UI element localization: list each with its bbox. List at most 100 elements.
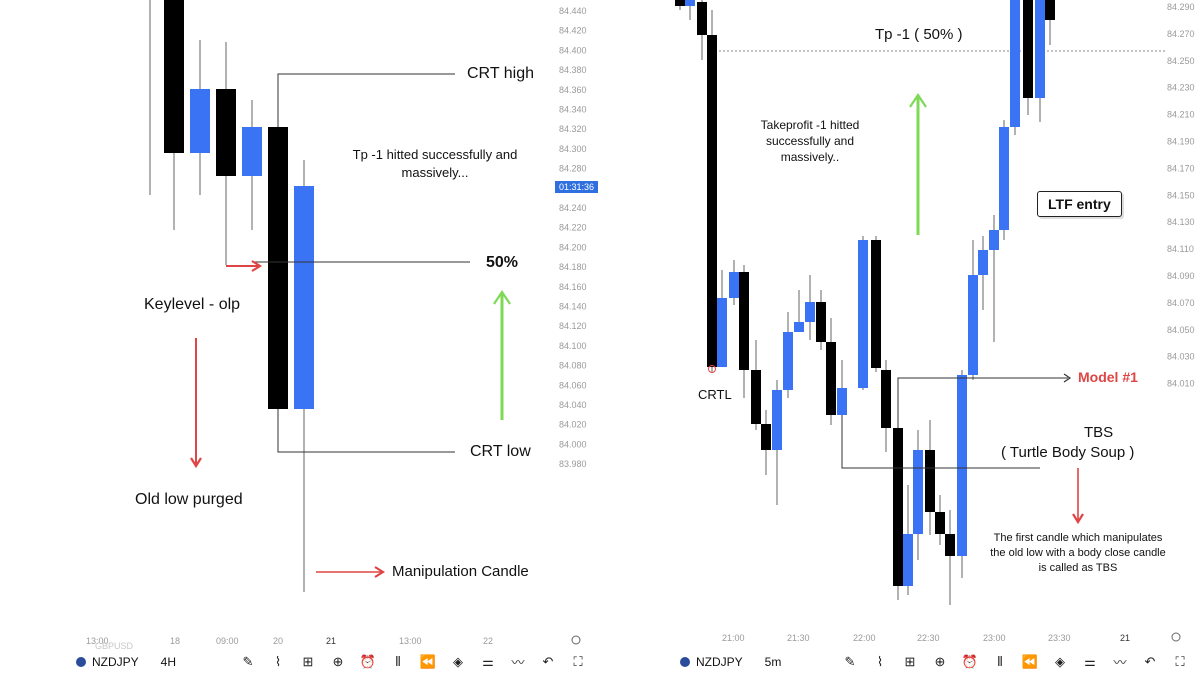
settings-icon xyxy=(1171,632,1181,642)
time-axis-label: 21:00 xyxy=(722,633,745,643)
candle-body xyxy=(164,0,184,153)
indicator-icon[interactable]: ⌇ xyxy=(274,653,282,669)
price-axis-label: 84.440 xyxy=(559,6,587,16)
price-axis-label: 84.290 xyxy=(1167,2,1195,12)
price-axis-label: 84.240 xyxy=(559,203,587,213)
candle-body xyxy=(242,127,262,176)
candle-body xyxy=(729,272,739,298)
time-axis-label: 22:30 xyxy=(917,633,940,643)
price-axis-label: 84.380 xyxy=(559,65,587,75)
arrow-right-icon xyxy=(374,566,386,578)
price-axis-label: 84.110 xyxy=(1167,244,1194,254)
arrow-right-icon xyxy=(1063,373,1072,383)
candle-body xyxy=(935,512,945,534)
price-axis-label: 84.020 xyxy=(559,420,587,430)
candle-body xyxy=(761,424,771,450)
layers-icon[interactable]: ◈ xyxy=(453,653,463,669)
right-bottom-toolbar: NZDJPY 5m ✎ ⌇ ⊞ ⊕ ⏰ ⦀ ⏪ ◈ ⚌ 〰 ↶ ⛶ xyxy=(670,648,1200,675)
trend-icon[interactable]: 〰 xyxy=(511,655,525,670)
arrow-up-icon xyxy=(493,290,511,305)
grid-icon[interactable]: ⊞ xyxy=(302,653,314,669)
candle-body xyxy=(268,127,288,409)
tbs-note: The first candle which manipulates the o… xyxy=(990,532,1166,574)
fullscreen-icon[interactable]: ⛶ xyxy=(1175,653,1185,669)
candle-body xyxy=(805,302,815,322)
plus-circle-icon[interactable]: ⊕ xyxy=(332,653,344,669)
candle-body xyxy=(903,534,913,586)
timeframe-selector[interactable]: 5m xyxy=(764,654,782,669)
keylevel-label: Keylevel - olp xyxy=(144,296,241,313)
price-axis-label: 84.400 xyxy=(559,45,587,55)
symbol-selector[interactable]: NZDJPY xyxy=(696,654,743,669)
left-chart-canvas[interactable]: 84.440 84.420 84.400 84.380 84.360 84.340 84.3… xyxy=(0,0,600,648)
symbol-selector[interactable]: NZDJPY xyxy=(92,654,139,669)
pen-icon[interactable]: ✎ xyxy=(242,653,254,669)
candle-body xyxy=(837,388,847,415)
candles-icon[interactable]: ⦀ xyxy=(997,653,1003,669)
crt-low-label: CRT low xyxy=(470,443,531,460)
current-price-tag: 01:31:36 xyxy=(555,181,599,193)
candle-body xyxy=(826,342,836,415)
time-axis-label: 18 xyxy=(170,636,180,646)
rewind-icon[interactable]: ⏪ xyxy=(1021,653,1039,669)
candle-body xyxy=(783,332,793,390)
candle-body xyxy=(1035,0,1045,98)
right-chart-canvas[interactable]: 84.290 84.270 84.250 84.230 84.210 84.190 84.1… xyxy=(670,0,1200,648)
candle-body xyxy=(190,89,210,153)
fullscreen-icon[interactable]: ⛶ xyxy=(573,653,583,669)
price-axis-label: 84.100 xyxy=(559,341,587,351)
price-axis-label: 84.320 xyxy=(559,124,587,134)
price-axis-label: 84.040 xyxy=(559,400,587,410)
trend-icon[interactable]: 〰 xyxy=(1113,655,1127,670)
undo-icon[interactable]: ↶ xyxy=(542,653,554,669)
candle-body xyxy=(999,127,1009,230)
candle-body xyxy=(1010,0,1020,127)
candle-body xyxy=(216,89,236,176)
price-axis-label: 84.060 xyxy=(559,380,587,390)
settings-sliders-icon[interactable]: ⚌ xyxy=(482,653,494,669)
tp-label: Tp -1 ( 50% ) xyxy=(875,26,963,43)
arrow-down-icon xyxy=(190,457,202,469)
rewind-icon[interactable]: ⏪ xyxy=(419,653,437,669)
time-axis-label: 20 xyxy=(273,636,283,646)
price-axis-label: 84.360 xyxy=(559,85,587,95)
indicator-icon[interactable]: ⌇ xyxy=(876,653,884,669)
arrow-up-icon xyxy=(909,93,927,108)
grid-icon[interactable]: ⊞ xyxy=(904,653,916,669)
alarm-icon[interactable]: ⏰ xyxy=(961,653,979,669)
price-axis-label: 84.300 xyxy=(559,144,587,154)
layers-icon[interactable]: ◈ xyxy=(1055,653,1065,669)
price-axis-label: 84.270 xyxy=(1167,29,1195,39)
crtl-marker xyxy=(708,365,716,373)
candles-icon[interactable]: ⦀ xyxy=(395,653,401,669)
crt-high-line xyxy=(277,73,455,127)
tbs-label: TBS xyxy=(1084,424,1114,441)
candle-body xyxy=(717,298,727,367)
price-axis-label: 84.210 xyxy=(1167,110,1195,120)
manipulation-candle-label: Manipulation Candle xyxy=(392,563,529,580)
time-axis-label: 22:00 xyxy=(853,633,876,643)
alarm-icon[interactable]: ⏰ xyxy=(359,653,377,669)
price-axis-label: 84.140 xyxy=(559,302,587,312)
time-axis-label: 13:00 xyxy=(399,636,422,646)
settings-sliders-icon[interactable]: ⚌ xyxy=(1084,653,1096,669)
globe-icon xyxy=(76,656,86,667)
ltf-entry-button[interactable]: LTF entry xyxy=(1037,191,1122,217)
arrow-down-icon xyxy=(1072,513,1084,525)
candle-body xyxy=(707,35,717,367)
pen-icon[interactable]: ✎ xyxy=(844,653,856,669)
timeframe-selector[interactable]: 4H xyxy=(160,654,177,669)
price-axis-label: 84.220 xyxy=(559,223,587,233)
tbs-line xyxy=(841,415,1040,469)
price-axis-label: 84.000 xyxy=(559,439,587,449)
price-axis-label: 84.250 xyxy=(1167,56,1195,66)
right-chart-panel[interactable]: 84.290 84.270 84.250 84.230 84.210 84.190 84.1… xyxy=(670,0,1200,675)
left-bottom-toolbar: NZDJPY 4H ✎ ⌇ ⊞ ⊕ ⏰ ⦀ ⏪ ◈ ⚌ 〰 ↶ ⛶ xyxy=(0,648,600,675)
plus-circle-icon[interactable]: ⊕ xyxy=(934,653,946,669)
candle-body xyxy=(989,230,999,250)
price-axis-label: 84.170 xyxy=(1167,163,1195,173)
undo-icon[interactable]: ↶ xyxy=(1144,653,1156,669)
price-axis-label: 84.070 xyxy=(1167,298,1195,308)
candle-body xyxy=(772,390,782,450)
left-chart-panel[interactable]: 84.440 84.420 84.400 84.380 84.360 84.340 84.3… xyxy=(0,0,600,675)
